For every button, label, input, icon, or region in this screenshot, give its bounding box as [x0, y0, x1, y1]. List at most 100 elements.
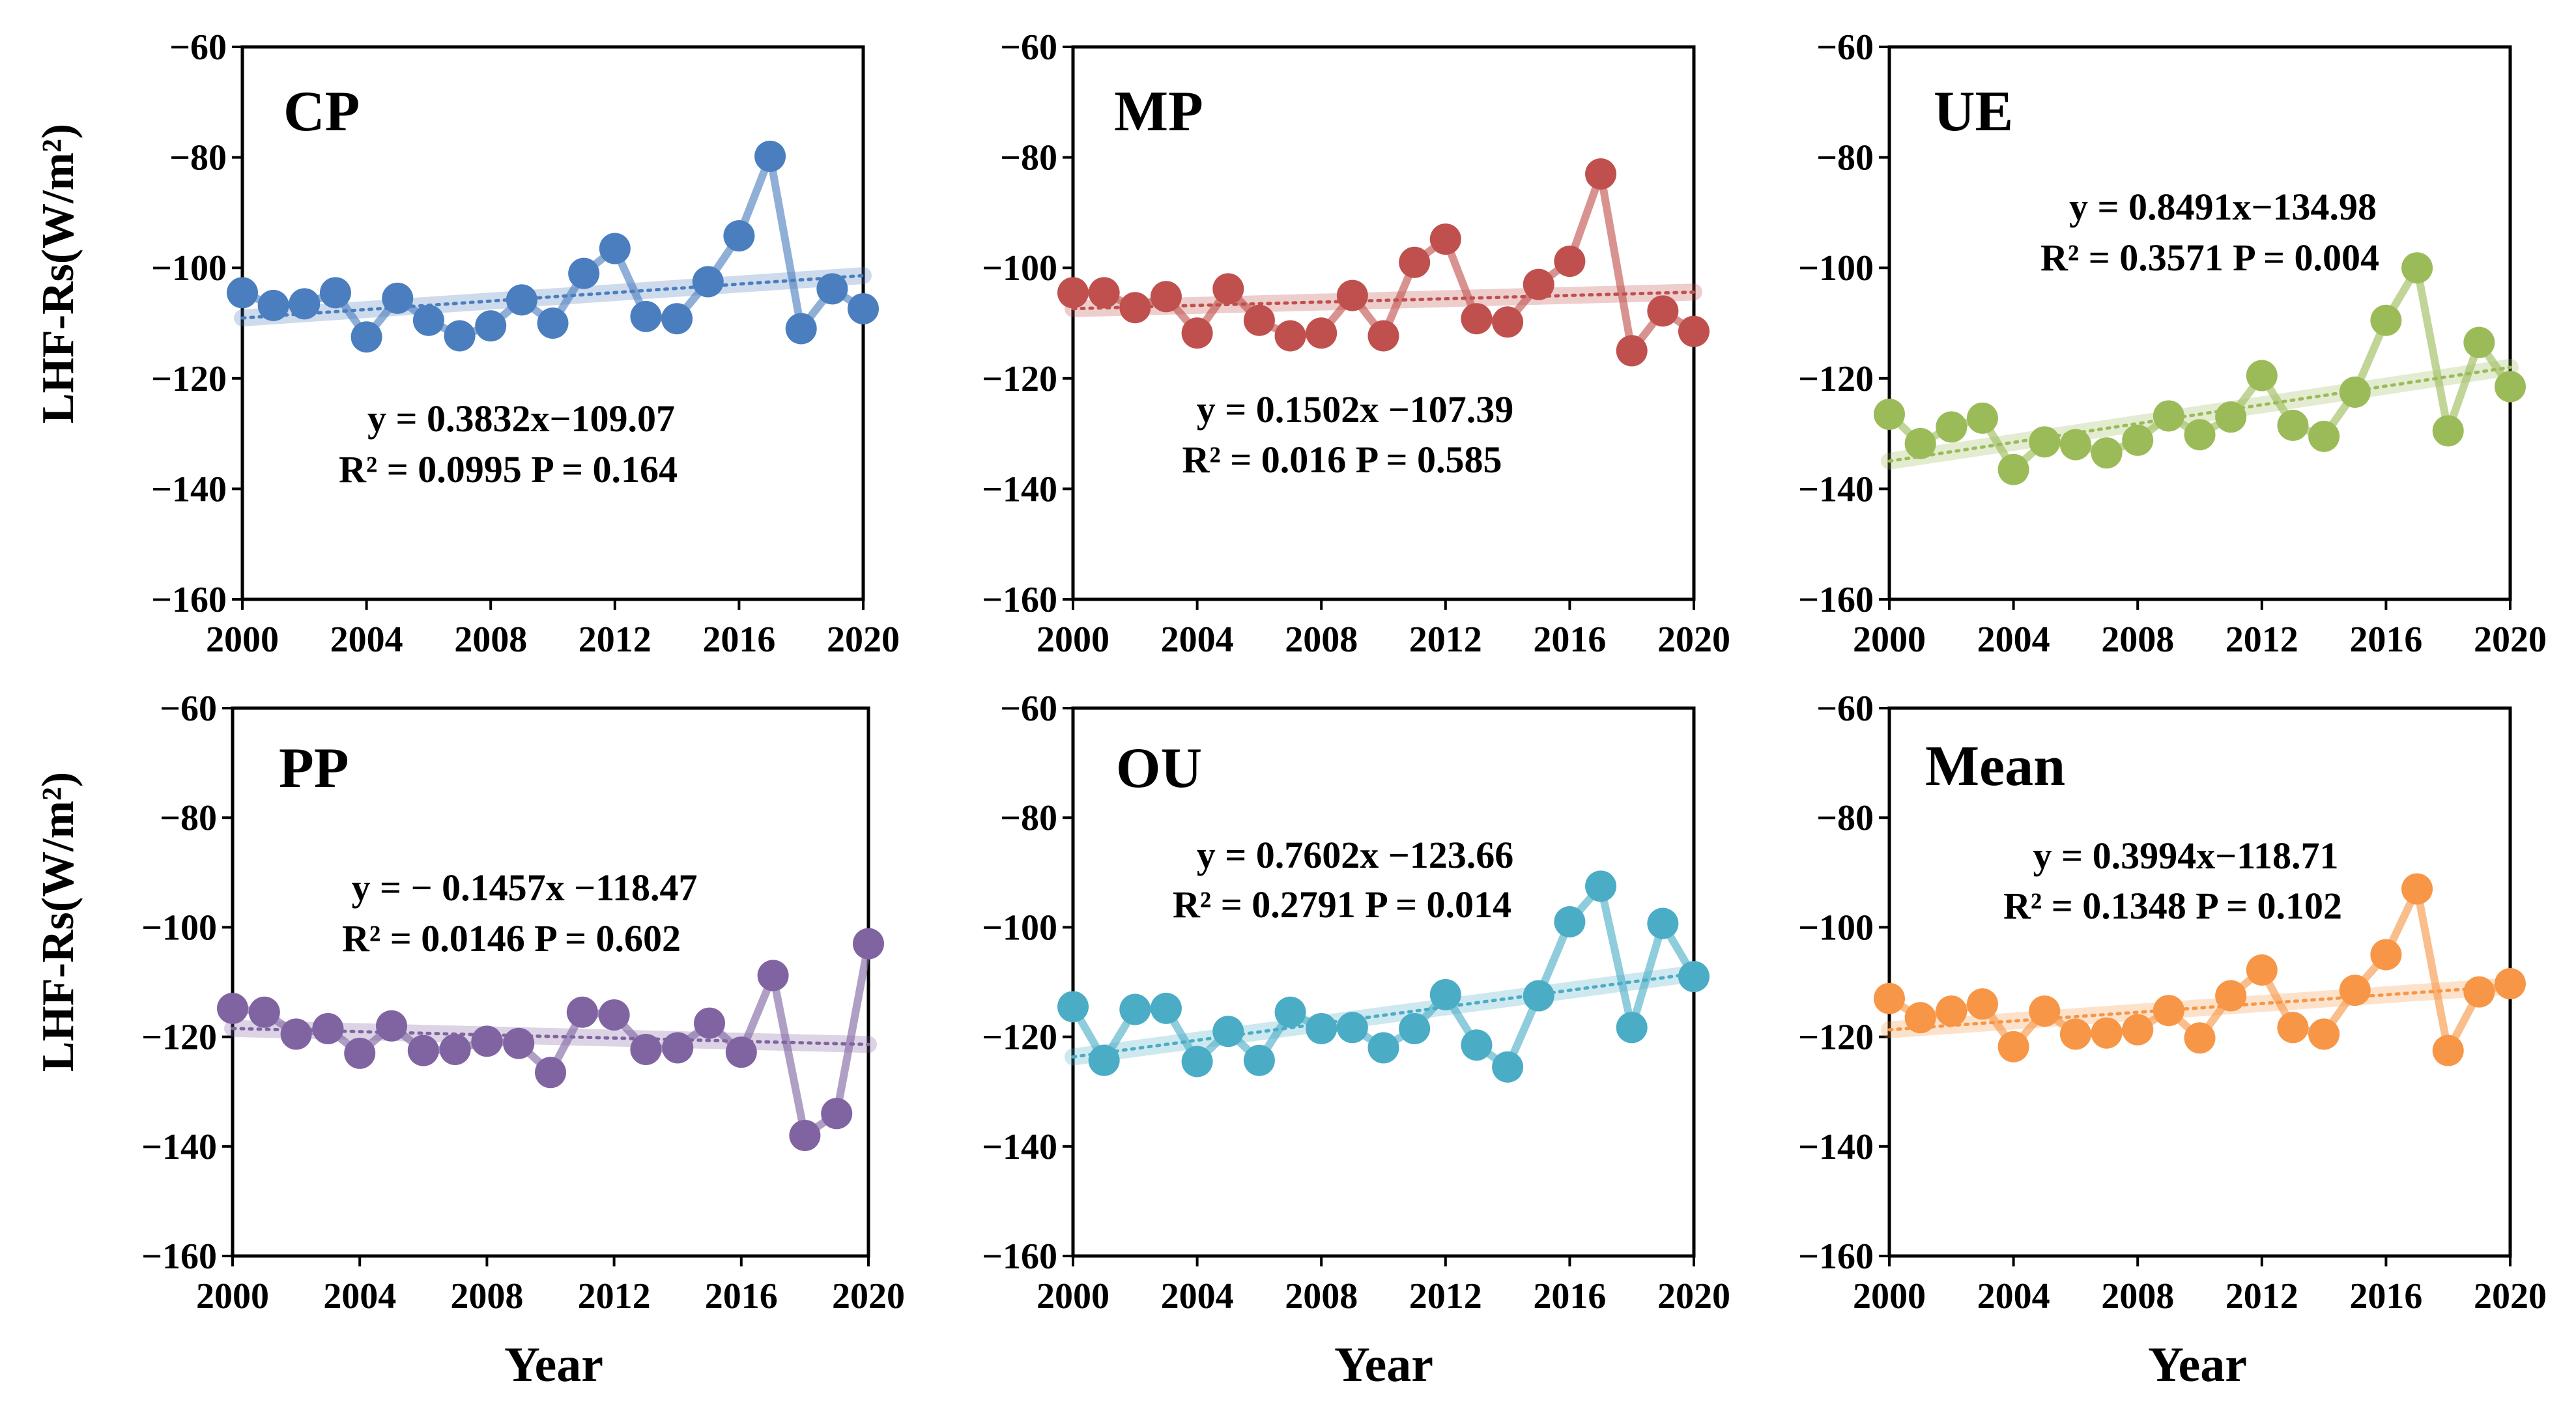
- x-tick-label: 2008: [2101, 1276, 2174, 1317]
- data-point-2006: [2059, 429, 2091, 461]
- data-point-2009: [2153, 400, 2184, 432]
- data-point-2013: [2277, 409, 2309, 441]
- data-point-2011: [568, 257, 600, 289]
- y-tick-label: −80: [1816, 798, 1874, 838]
- x-tick-label: 2000: [1853, 1276, 1926, 1317]
- data-point-2003: [1966, 988, 1998, 1020]
- panel-title: CP: [283, 80, 360, 143]
- x-tick-label: 2016: [1533, 1276, 1606, 1317]
- data-point-2005: [2029, 995, 2061, 1027]
- data-point-2001: [1088, 277, 1120, 309]
- x-tick-label: 2004: [1977, 620, 2050, 660]
- x-tick-label: 2000: [1853, 620, 1926, 660]
- x-tick-label: 2016: [2349, 1276, 2422, 1317]
- x-tick-label: 2008: [1285, 620, 1358, 660]
- regression-stats: R² = 0.0146 P = 0.602: [342, 917, 681, 960]
- data-point-2009: [506, 284, 537, 316]
- data-point-2012: [2246, 954, 2278, 986]
- x-tick-label: 2000: [206, 620, 279, 660]
- x-tick-label: 2004: [1161, 620, 1234, 660]
- y-tick-label: −80: [1816, 138, 1874, 178]
- x-tick-label: 2020: [832, 1276, 905, 1317]
- y-tick-label: −80: [169, 138, 227, 178]
- data-point-2006: [412, 304, 444, 336]
- data-point-2006: [1243, 304, 1275, 336]
- panel-title: Mean: [1925, 735, 2065, 798]
- data-point-2016: [723, 220, 755, 252]
- data-point-2020: [853, 928, 884, 960]
- data-point-2016: [1554, 246, 1586, 278]
- data-point-2002: [289, 288, 321, 320]
- regression-stats: R² = 0.2791 P = 0.014: [1173, 883, 1511, 926]
- x-tick-label: 2020: [2474, 620, 2547, 660]
- data-point-2002: [1936, 411, 1968, 443]
- data-point-2016: [725, 1036, 757, 1068]
- data-point-2010: [1367, 1032, 1399, 1064]
- y-tick-label: −140: [151, 469, 227, 509]
- data-point-2001: [248, 996, 280, 1028]
- data-point-2007: [1274, 320, 1306, 352]
- y-tick-label: −120: [141, 1018, 217, 1058]
- y-tick-label: −120: [1798, 359, 1874, 399]
- data-point-2010: [537, 307, 569, 339]
- data-point-2014: [1492, 306, 1524, 338]
- x-tick-label: 2008: [454, 620, 527, 660]
- y-tick-label: −60: [1816, 27, 1874, 68]
- data-point-2018: [1616, 335, 1648, 367]
- data-point-2014: [661, 303, 693, 335]
- y-tick-label: −120: [982, 1018, 1057, 1058]
- x-tick-label: 2000: [1037, 620, 1109, 660]
- data-point-2005: [382, 282, 414, 314]
- data-point-2020: [1678, 961, 1710, 993]
- data-point-2013: [630, 1033, 662, 1065]
- data-point-2020: [1678, 315, 1710, 347]
- data-point-2009: [1336, 1012, 1368, 1044]
- y-tick-label: −100: [982, 907, 1057, 948]
- data-point-2006: [407, 1035, 439, 1066]
- data-point-2004: [1181, 317, 1213, 349]
- x-tick-label: 2012: [578, 1276, 651, 1317]
- data-point-2005: [376, 1010, 407, 1042]
- data-point-2011: [1399, 1012, 1431, 1044]
- y-tick-label: −60: [1816, 689, 1874, 729]
- y-tick-label: −100: [151, 248, 227, 289]
- y-tick-label: −80: [1000, 138, 1057, 178]
- panel-title: MP: [1114, 80, 1203, 143]
- data-point-2018: [2432, 415, 2464, 447]
- regression-equation: y = 0.8491x−134.98: [2069, 186, 2377, 228]
- x-tick-label: 2020: [827, 620, 900, 660]
- data-point-2004: [1997, 1031, 2029, 1063]
- data-point-2000: [1057, 991, 1089, 1023]
- x-tick-label: 2008: [1285, 1276, 1358, 1317]
- data-point-2015: [694, 1007, 725, 1039]
- y-tick-label: −60: [1000, 27, 1057, 68]
- data-point-2019: [2463, 326, 2495, 358]
- regression-equation: y = 0.1502x −107.39: [1197, 388, 1514, 431]
- x-axis-label-left: Year: [504, 1337, 603, 1392]
- data-point-2004: [1181, 1046, 1213, 1078]
- data-point-2005: [1212, 273, 1244, 305]
- y-tick-label: −60: [169, 27, 227, 68]
- y-tick-label: −120: [151, 359, 227, 399]
- data-point-2001: [1904, 1002, 1936, 1034]
- y-tick-label: −60: [160, 689, 217, 729]
- x-tick-label: 2012: [2225, 620, 2298, 660]
- data-point-2010: [2184, 1022, 2216, 1054]
- data-point-2015: [2339, 377, 2371, 408]
- data-point-2018: [2432, 1035, 2464, 1066]
- x-tick-label: 2016: [702, 620, 775, 660]
- x-tick-label: 2004: [323, 1276, 396, 1317]
- x-tick-label: 2012: [2225, 1276, 2298, 1317]
- data-point-2011: [2215, 401, 2247, 433]
- trend-line: [1887, 365, 2512, 463]
- data-point-2001: [1088, 1044, 1120, 1076]
- data-point-2018: [789, 1119, 821, 1151]
- y-axis-label-bottom: LHF-Rs(W/m²): [33, 772, 83, 1072]
- panel-title: UE: [1934, 80, 2013, 143]
- data-point-2001: [257, 289, 289, 321]
- data-point-2017: [754, 140, 786, 172]
- data-point-2014: [1492, 1051, 1524, 1083]
- data-point-2016: [2370, 939, 2402, 971]
- regression-stats: R² = 0.0995 P = 0.164: [339, 448, 678, 491]
